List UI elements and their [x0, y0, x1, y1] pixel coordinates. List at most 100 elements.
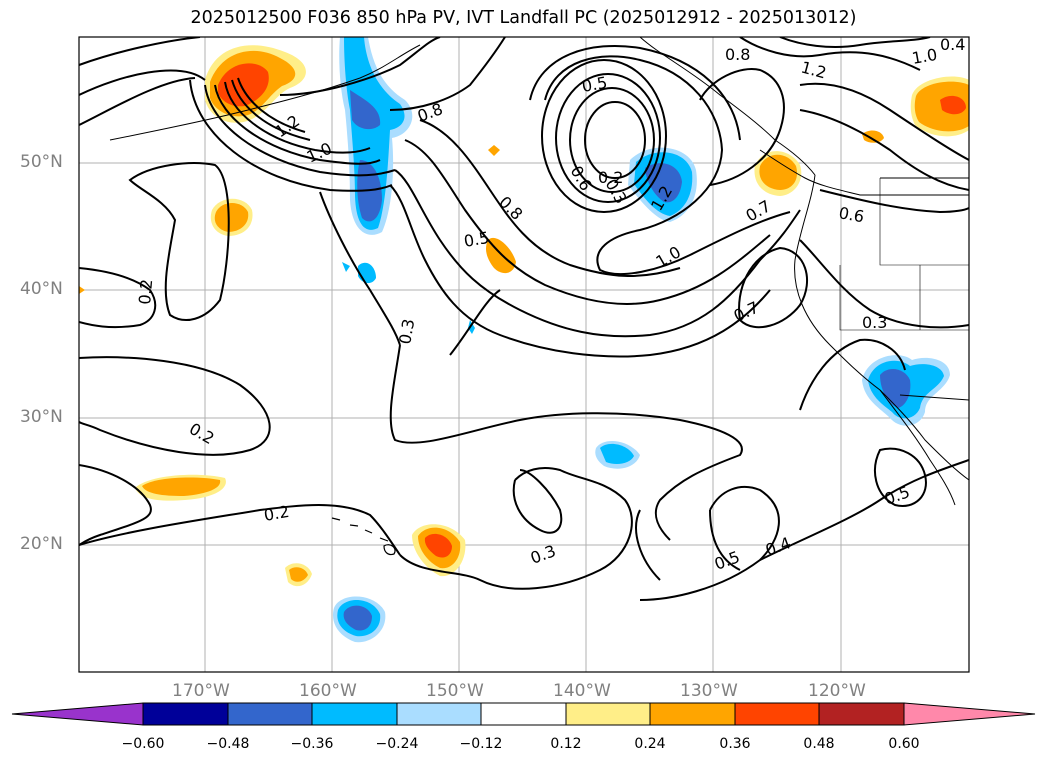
- coastline-baja: [879, 389, 956, 506]
- colorbar-segment: [734, 702, 820, 726]
- pv-positive-blob: [79, 286, 85, 294]
- contour-label: 0.3: [395, 317, 418, 345]
- contour-line: [874, 447, 927, 507]
- contour-line: [399, 467, 633, 590]
- colorbar-segment: [480, 702, 567, 726]
- colorbar-arrow-left: [11, 702, 144, 726]
- pv-negative-blob: [343, 605, 372, 631]
- contour-label: 0.2: [262, 502, 290, 525]
- lat-label: 20°N: [20, 534, 63, 554]
- colorbar-segment: [227, 702, 313, 726]
- contour-line: [699, 68, 785, 186]
- island: [349, 524, 359, 527]
- contour-line: [237, 77, 306, 133]
- pv-positive-blob: [218, 63, 269, 107]
- contour-line: [231, 79, 311, 141]
- colorbar-tick: −0.60: [121, 736, 165, 752]
- lon-label: 120°W: [808, 681, 866, 701]
- contour-line: [739, 37, 921, 71]
- contour-line: [79, 464, 152, 546]
- contour-line: [189, 79, 393, 192]
- coastline-alaska: [639, 37, 816, 176]
- contour-line: [214, 84, 381, 165]
- lat-label: 40°N: [20, 279, 63, 299]
- contour-line: [79, 356, 271, 456]
- hawaii-islands: [331, 517, 396, 556]
- lon-label: 130°W: [680, 681, 738, 701]
- contour-line: [79, 267, 157, 329]
- contour-label: 0.2: [135, 278, 156, 305]
- contour-line: [541, 59, 667, 213]
- contour-line: [635, 509, 661, 581]
- contour-line: [394, 169, 801, 338]
- coastline-bc: [759, 149, 969, 196]
- pv-positive-blob: [940, 95, 966, 115]
- colorbar-arrow-right: [903, 702, 1036, 726]
- pv-positive-blob: [424, 533, 452, 558]
- contour-line: [799, 239, 969, 329]
- pv-positive-blob: [289, 567, 308, 582]
- contour-line: [639, 485, 780, 601]
- pv-positive-blob: [862, 130, 884, 143]
- contour-line: [389, 37, 506, 111]
- colorbar-tick: −0.12: [459, 736, 503, 752]
- contour-label: 1.0: [910, 45, 938, 68]
- lon-label: 150°W: [426, 681, 484, 701]
- contour-line: [512, 469, 563, 534]
- contour-line: [389, 344, 743, 541]
- graticule: [79, 37, 969, 672]
- contour-label: 0.5: [580, 73, 608, 96]
- island: [331, 517, 341, 521]
- colorbar-tick: 0.36: [719, 736, 751, 752]
- colorbar-tick: 0.24: [634, 736, 666, 752]
- colorbar-segment: [396, 702, 482, 726]
- contour-line: [389, 184, 771, 358]
- contour-line: [79, 37, 201, 66]
- colorbar-tick: −0.36: [290, 736, 334, 752]
- map-title: 2025012500 F036 850 hPa PV, IVT Landfall…: [190, 8, 857, 28]
- contour-label: 0.4: [940, 35, 965, 54]
- coastline-us-west: [794, 174, 969, 481]
- colorbar-segment: [649, 702, 736, 726]
- colorbar-tick: 0.60: [888, 736, 920, 752]
- contour-line: [799, 109, 969, 191]
- coastline-aleutians: [109, 44, 421, 141]
- colorbar-tick: −0.48: [206, 736, 250, 752]
- contour-line: [799, 338, 906, 411]
- colorbar-segment: [311, 702, 398, 726]
- contour-line: [529, 44, 741, 141]
- ivt-contours: [79, 37, 969, 601]
- border-us-mexico: [899, 394, 969, 401]
- colorbar-segment: [565, 702, 651, 726]
- lon-label: 160°W: [299, 681, 357, 701]
- contour-line: [319, 191, 401, 346]
- coastlines: [109, 37, 969, 506]
- contour-line: [449, 289, 501, 356]
- colorbar: [11, 702, 1036, 726]
- contour-line: [79, 77, 196, 126]
- island: [379, 537, 389, 542]
- contour-label: 0.3: [862, 313, 887, 332]
- pv-negative-blob: [350, 90, 381, 130]
- colorbar-tick: 0.48: [803, 736, 835, 752]
- plot-frame: [78, 36, 970, 673]
- pv-negative-blob: [645, 163, 682, 203]
- contour-line: [819, 189, 969, 214]
- island: [383, 544, 396, 556]
- contour-line: [128, 162, 230, 321]
- contour-line: [544, 55, 791, 276]
- contour-line: [738, 246, 809, 329]
- contour-label: 0.8: [725, 45, 750, 64]
- lat-label: 50°N: [20, 152, 63, 172]
- pv-positive-blob: [488, 145, 500, 156]
- contour-line: [779, 37, 931, 48]
- contour-line: [569, 87, 655, 193]
- contour-line: [759, 459, 969, 561]
- contour-line: [404, 139, 771, 306]
- contour-label: 0.2: [598, 168, 623, 187]
- contour-line: [224, 81, 371, 154]
- state-borders: [839, 178, 969, 331]
- pv-positive-blob: [759, 154, 798, 190]
- pv-negative-blob: [600, 443, 634, 464]
